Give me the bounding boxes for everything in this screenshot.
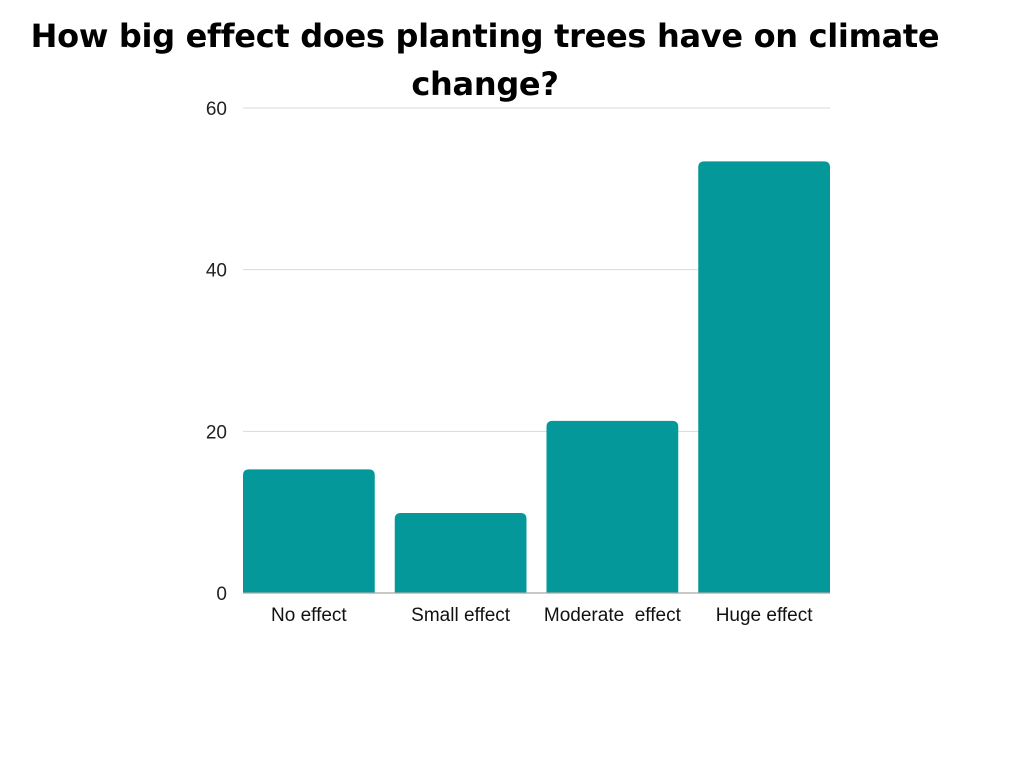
x-category-label: Huge effect — [716, 605, 814, 626]
y-tick-label: 60 — [206, 99, 227, 120]
bar-no-effect — [243, 469, 375, 593]
labels: 0 20 40 60 No effect Small effect Moderate eff… — [206, 99, 813, 626]
x-category-label: Small effect — [411, 605, 511, 626]
bar-huge-effect — [698, 161, 830, 593]
bar-small-effect — [394, 512, 527, 593]
x-category-label: Moderate effect — [544, 605, 682, 626]
y-tick-label: 40 — [206, 261, 227, 282]
chart-title: How big effect does planting trees have … — [30, 17, 940, 103]
bars — [243, 161, 830, 593]
x-category-label: No effect — [271, 605, 347, 626]
bar-moderate-effect — [546, 420, 679, 593]
y-tick-label: 20 — [206, 422, 227, 443]
y-tick-label: 0 — [216, 584, 227, 605]
